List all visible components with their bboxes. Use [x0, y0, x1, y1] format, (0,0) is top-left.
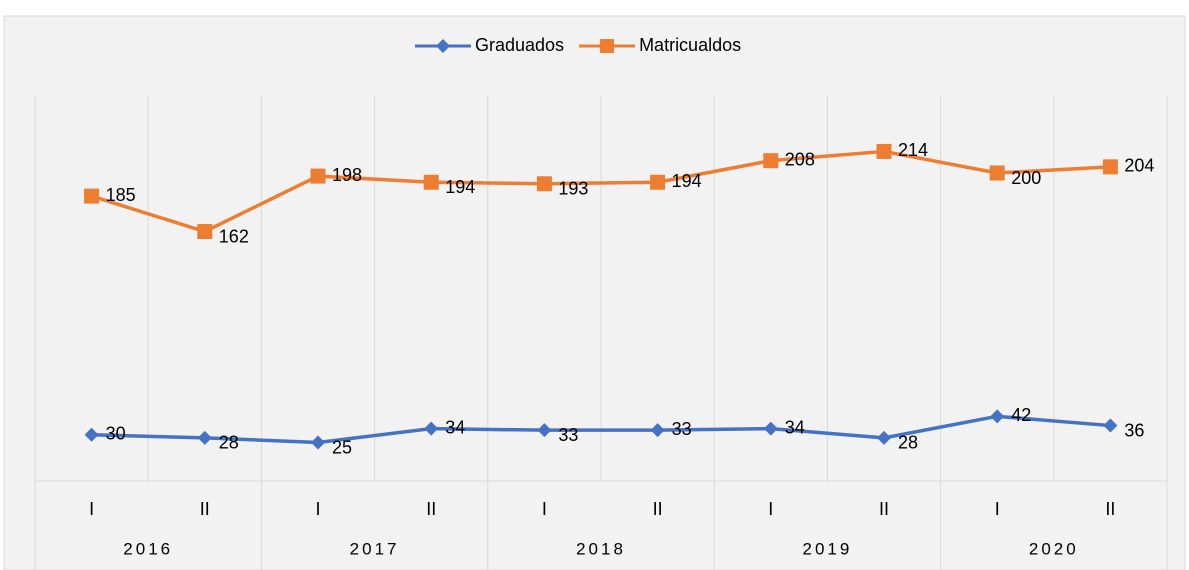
marker [763, 153, 779, 169]
marker [197, 430, 212, 445]
data-label: 34 [785, 417, 805, 437]
x-tick-label: I [89, 499, 94, 519]
x-group-label: 2018 [576, 539, 626, 558]
x-tick-label: II [1105, 499, 1115, 519]
marker [876, 143, 892, 159]
legend-label: Graduados [475, 35, 564, 55]
series-line [91, 414, 1111, 445]
data-label: 198 [332, 165, 362, 185]
data-label: 214 [898, 140, 928, 160]
x-tick-label: II [653, 499, 663, 519]
x-tick-label: II [879, 499, 889, 519]
x-group-label: 2019 [802, 539, 852, 558]
marker [1103, 418, 1118, 433]
data-label: 28 [898, 433, 918, 453]
legend-label: Matricualdos [639, 35, 741, 55]
data-label: 25 [332, 437, 352, 457]
legend-marker [436, 39, 450, 53]
x-tick-label: II [426, 499, 436, 519]
x-tick-label: I [315, 499, 320, 519]
marker [84, 427, 99, 442]
data-label: 200 [1011, 168, 1041, 188]
data-label: 28 [219, 433, 239, 453]
marker [877, 430, 891, 445]
data-label: 204 [1124, 156, 1154, 176]
x-group-label: 2020 [1029, 539, 1079, 558]
data-label: 33 [558, 425, 578, 445]
marker [537, 423, 552, 438]
data-label: 33 [672, 419, 692, 439]
marker [650, 423, 665, 438]
marker [989, 165, 1005, 181]
data-label: 194 [445, 177, 475, 197]
x-tick-label: I [768, 499, 773, 519]
marker [763, 421, 778, 436]
marker [197, 224, 213, 240]
data-label: 194 [672, 171, 702, 191]
data-label: 42 [1011, 405, 1031, 425]
marker [311, 435, 325, 450]
marker [423, 174, 439, 190]
marker [536, 176, 552, 192]
x-group-label: 2016 [123, 539, 173, 558]
chart-background [3, 15, 1186, 570]
x-tick-label: II [200, 499, 210, 519]
data-label: 34 [445, 417, 465, 437]
marker [1102, 159, 1118, 175]
marker [990, 409, 1005, 424]
x-tick-label: I [542, 499, 547, 519]
legend-marker [600, 39, 615, 53]
x-group-label: 2017 [350, 539, 400, 558]
data-label: 30 [106, 424, 126, 444]
data-label: 36 [1124, 420, 1144, 440]
data-label: 162 [219, 226, 249, 246]
x-tick-label: I [995, 499, 1000, 519]
data-label: 208 [785, 149, 815, 169]
series-line [91, 149, 1111, 234]
data-label: 193 [558, 179, 588, 199]
marker [84, 188, 100, 204]
data-label: 185 [106, 185, 136, 205]
marker [650, 174, 666, 190]
marker [424, 421, 439, 436]
marker [310, 168, 326, 184]
